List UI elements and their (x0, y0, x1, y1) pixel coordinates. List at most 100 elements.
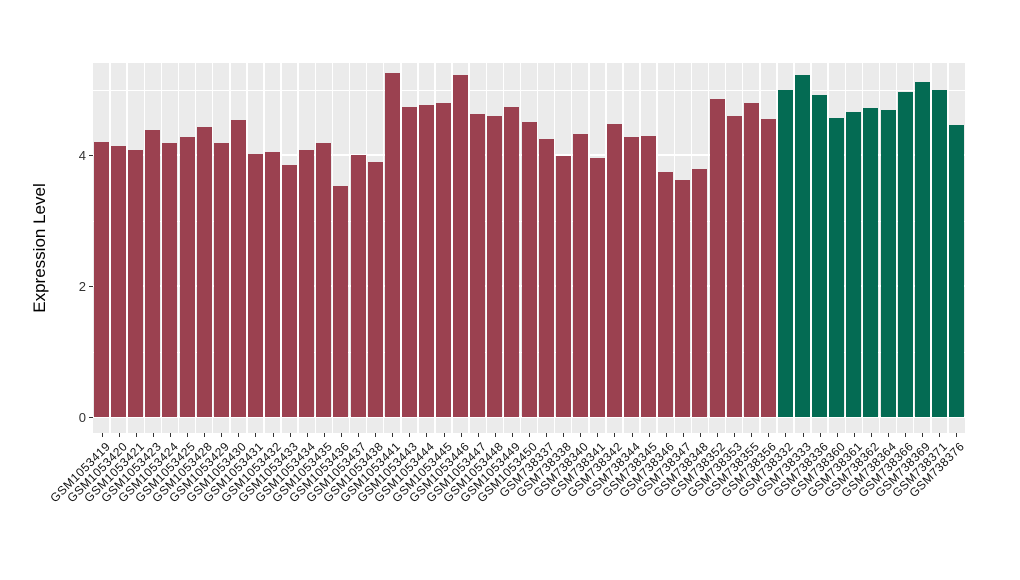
vertical-gridline (502, 63, 505, 433)
x-tick-mark-GSM738360 (836, 433, 838, 437)
x-tick-mark-GSM738342 (614, 433, 616, 437)
bar-GSM738340 (572, 134, 588, 417)
bar-GSM738347 (675, 179, 691, 417)
vertical-gridline (280, 63, 282, 433)
vertical-gridline (793, 63, 795, 433)
vertical-gridline (878, 63, 881, 433)
bar-GSM1053448 (487, 115, 503, 417)
x-tick-mark-GSM1053441 (392, 433, 394, 437)
vertical-gridline (639, 63, 641, 433)
bar-GSM1053420 (111, 146, 127, 417)
vertical-gridline (519, 63, 522, 433)
vertical-gridline (673, 63, 676, 433)
x-tick-mark-GSM738346 (665, 433, 667, 437)
vertical-gridline (417, 63, 419, 433)
bar-GSM1053430 (230, 119, 246, 417)
bar-GSM738338 (555, 156, 571, 417)
major-gridline-y0 (93, 416, 965, 418)
x-tick-mark-GSM738356 (768, 433, 770, 437)
bar-GSM1053434 (299, 150, 315, 417)
bar-GSM1053450 (521, 122, 537, 417)
bar-GSM1053446 (453, 75, 469, 417)
vertical-gridline (160, 63, 163, 433)
bar-GSM738362 (863, 108, 879, 417)
minor-gridline-y5 (93, 89, 965, 91)
bar-GSM738332 (777, 89, 793, 417)
vertical-gridline (434, 63, 436, 433)
x-tick-mark-GSM1053420 (118, 433, 120, 437)
vertical-gridline (297, 63, 299, 433)
vertical-gridline (400, 63, 402, 433)
vertical-gridline (622, 63, 624, 433)
bar-GSM738336 (812, 94, 828, 417)
bar-GSM1053419 (94, 141, 110, 417)
bar-GSM738346 (658, 172, 674, 417)
bar-GSM1053437 (350, 155, 366, 417)
bar-GSM738345 (641, 136, 657, 417)
x-tick-mark-GSM738338 (563, 433, 565, 437)
vertical-gridline (536, 63, 539, 433)
x-tick-mark-GSM738341 (597, 433, 599, 437)
x-tick-mark-GSM1053423 (152, 433, 154, 437)
bar-GSM738342 (606, 123, 622, 417)
x-tick-mark-GSM738371 (939, 433, 941, 437)
plot-panel (93, 63, 965, 433)
x-tick-mark-GSM1053431 (255, 433, 257, 437)
vertical-gridline (741, 63, 744, 433)
vertical-gridline (947, 63, 949, 433)
y-tick-mark-2 (89, 286, 93, 287)
vertical-gridline (382, 63, 385, 433)
bar-GSM1053443 (401, 107, 417, 417)
y-axis-title: Expression Level (30, 183, 49, 313)
bar-GSM1053438 (367, 161, 383, 417)
vertical-gridline (861, 63, 864, 433)
x-tick-mark-GSM1053430 (238, 433, 240, 437)
x-tick-mark-GSM1053445 (443, 433, 445, 437)
x-tick-mark-GSM738336 (819, 433, 821, 437)
bar-GSM738369 (914, 82, 930, 417)
bar-GSM738352 (709, 98, 725, 417)
bar-GSM738360 (829, 118, 845, 417)
x-tick-mark-GSM738340 (580, 433, 582, 437)
x-tick-mark-GSM738352 (717, 433, 719, 437)
vertical-gridline (365, 63, 368, 433)
x-tick-mark-GSM738361 (853, 433, 855, 437)
vertical-gridline (690, 63, 693, 433)
x-tick-mark-GSM1053449 (511, 433, 513, 437)
vertical-gridline (810, 63, 812, 433)
x-tick-mark-GSM738333 (802, 433, 804, 437)
x-tick-mark-GSM738345 (648, 433, 650, 437)
vertical-gridline (827, 63, 829, 433)
bar-GSM1053449 (504, 107, 520, 417)
x-tick-mark-GSM738364 (888, 433, 890, 437)
bar-GSM738344 (624, 136, 640, 417)
vertical-gridline (468, 63, 470, 433)
vertical-gridline (331, 63, 334, 433)
vertical-gridline (177, 63, 180, 433)
bar-GSM1053425 (179, 136, 195, 417)
x-tick-mark-GSM1053444 (426, 433, 428, 437)
bar-GSM1053423 (145, 130, 161, 417)
x-tick-mark-GSM738362 (870, 433, 872, 437)
vertical-gridline (912, 63, 915, 433)
bar-GSM738366 (897, 92, 913, 417)
x-tick-mark-GSM1053435 (323, 433, 325, 437)
vertical-gridline (211, 63, 214, 433)
x-tick-mark-GSM1053421 (135, 433, 137, 437)
bar-GSM1053421 (128, 150, 144, 417)
vertical-gridline (707, 63, 710, 433)
vertical-gridline (656, 63, 658, 433)
y-tick-mark-4 (89, 155, 93, 156)
x-tick-mark-GSM738366 (905, 433, 907, 437)
bar-GSM1053429 (213, 143, 229, 417)
bar-GSM738337 (538, 138, 554, 417)
bar-GSM738371 (931, 89, 947, 417)
bar-GSM1053432 (265, 151, 281, 417)
bar-GSM738361 (846, 111, 862, 417)
vertical-gridline (895, 63, 898, 433)
x-tick-mark-GSM1053419 (101, 433, 103, 437)
bar-GSM738356 (760, 118, 776, 417)
bar-GSM1053428 (196, 126, 212, 417)
x-tick-mark-GSM1053428 (204, 433, 206, 437)
